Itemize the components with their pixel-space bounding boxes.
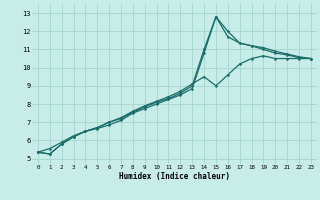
X-axis label: Humidex (Indice chaleur): Humidex (Indice chaleur) [119, 172, 230, 181]
